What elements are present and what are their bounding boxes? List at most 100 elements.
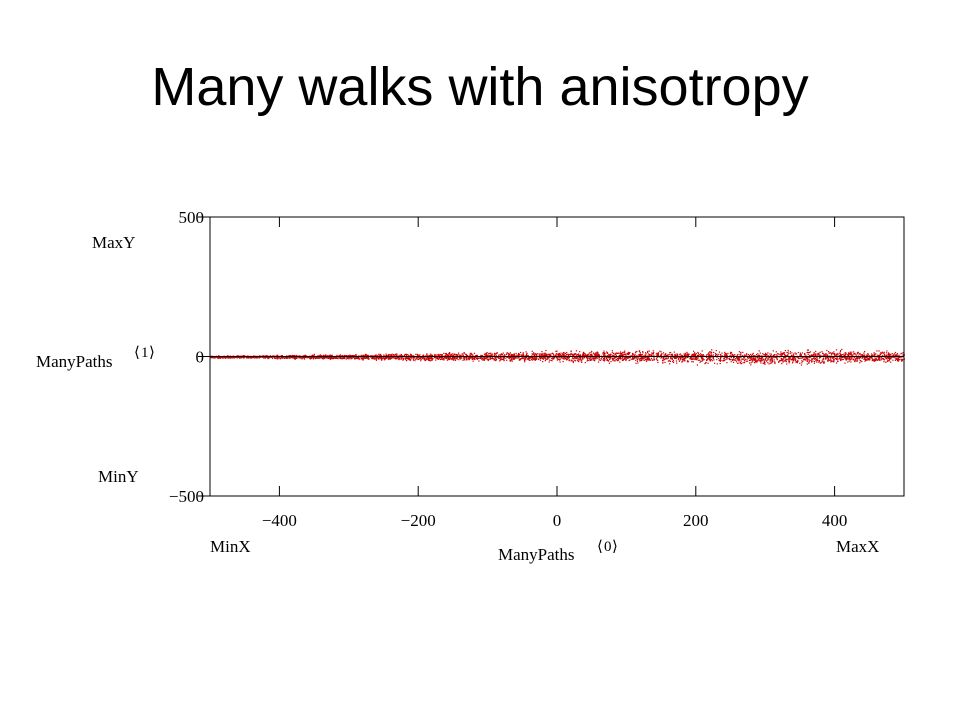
scatter-point: [604, 355, 606, 357]
scatter-point: [896, 354, 898, 356]
scatter-point: [232, 357, 234, 359]
scatter-point: [898, 354, 900, 356]
scatter-point: [473, 352, 475, 354]
scatter-point: [395, 357, 397, 359]
scatter-point: [419, 357, 421, 359]
scatter-point: [776, 359, 779, 361]
scatter-point: [600, 358, 603, 360]
scatter-point: [317, 356, 319, 359]
scatter-point: [329, 358, 331, 360]
scatter-point: [703, 359, 705, 361]
scatter-point: [710, 351, 712, 353]
scatter-point: [459, 357, 461, 359]
scatter-point: [531, 359, 533, 361]
scatter-point: [562, 353, 564, 355]
scatter-point: [388, 356, 390, 358]
scatter-point: [676, 354, 679, 356]
scatter-point: [426, 356, 429, 358]
scatter-point: [689, 358, 691, 360]
scatter-point: [757, 353, 759, 355]
scatter-point: [445, 352, 447, 355]
scatter-point: [556, 357, 558, 359]
scatter-point: [713, 351, 715, 354]
scatter-point: [894, 354, 897, 356]
scatter-point: [565, 352, 567, 355]
scatter-point: [615, 354, 617, 356]
scatter-point: [800, 354, 802, 356]
scatter-point: [379, 353, 382, 355]
scatter-point: [700, 354, 702, 356]
scatter-point: [366, 356, 368, 358]
scatter-point: [408, 355, 410, 357]
scatter-point: [823, 355, 825, 357]
scatter-point: [731, 358, 733, 360]
scatter-point: [463, 352, 465, 354]
scatter-point: [500, 354, 502, 356]
scatter-point: [436, 354, 438, 356]
scatter-point: [545, 353, 547, 355]
scatter-point: [894, 357, 896, 359]
scatter-point: [780, 354, 782, 356]
scatter-point: [814, 358, 817, 360]
scatter-point: [733, 354, 735, 356]
scatter-point: [575, 355, 577, 357]
scatter-point: [681, 360, 683, 362]
scatter-point: [710, 352, 712, 354]
scatter-point: [340, 356, 342, 358]
scatter-point: [348, 358, 350, 360]
scatter-point: [664, 354, 666, 356]
scatter-point: [788, 356, 790, 358]
scatter-point: [743, 360, 746, 362]
scatter-point: [399, 354, 401, 356]
scatter-point: [770, 362, 772, 364]
scatter-point: [438, 353, 440, 356]
scatter-point: [634, 353, 636, 355]
scatter-point: [782, 358, 784, 360]
scatter-point: [847, 361, 849, 363]
scatter-point: [526, 353, 528, 355]
scatter-point: [551, 360, 553, 362]
scatter-point: [738, 360, 740, 362]
scatter-point: [611, 352, 613, 354]
scatter-point: [410, 357, 412, 359]
scatter-point: [647, 350, 649, 352]
scatter-point: [750, 358, 752, 360]
scatter-point: [229, 357, 232, 359]
scatter-point: [428, 357, 430, 359]
scatter-point: [767, 358, 769, 360]
scatter-point: [852, 355, 854, 357]
scatter-point: [727, 352, 729, 355]
scatter-point: [523, 356, 525, 358]
scatter-point: [657, 352, 660, 354]
scatter-point: [839, 357, 841, 359]
scatter-point: [360, 356, 362, 358]
scatter-point: [470, 357, 472, 359]
scatter-point: [754, 362, 756, 364]
scatter-point: [395, 353, 397, 355]
scatter-point: [485, 358, 487, 360]
scatter-point: [624, 353, 626, 356]
scatter-point: [523, 354, 525, 356]
scatter-point: [522, 354, 524, 356]
scatter-point: [534, 354, 536, 356]
scatter-point: [631, 355, 633, 357]
scatter-point: [609, 356, 611, 358]
scatter-point: [578, 361, 580, 363]
scatter-point: [435, 359, 437, 361]
scatter-point: [348, 355, 350, 357]
scatter-point: [386, 354, 388, 356]
y-axis-min-label: MinY: [98, 467, 139, 486]
scatter-point: [218, 356, 220, 359]
scatter-point: [868, 355, 870, 357]
scatter-point: [662, 362, 664, 364]
scatter-point: [651, 359, 653, 361]
scatter-point: [447, 355, 449, 357]
scatter-point: [493, 354, 496, 356]
scatter-point: [575, 357, 577, 359]
scatter-point: [808, 356, 810, 358]
scatter-point: [615, 352, 618, 354]
scatter-point: [827, 360, 829, 362]
scatter-point: [581, 354, 584, 356]
scatter-point: [558, 354, 560, 356]
scatter-point: [611, 350, 613, 352]
